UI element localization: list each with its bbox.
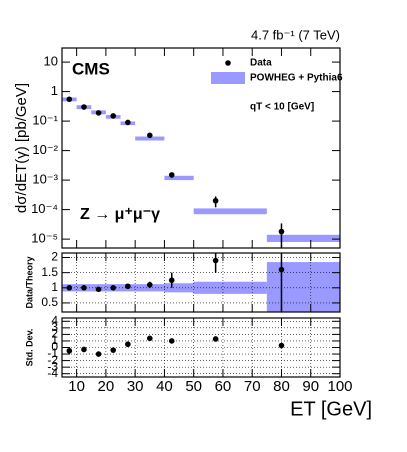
- y-tick-label: -3: [47, 359, 58, 373]
- frame: [61, 317, 341, 378]
- y-tick-label: 0.5: [41, 295, 58, 309]
- y-axis-label: dσ/dET(γ) [pb/GeV]: [13, 83, 30, 213]
- data-point: [278, 228, 285, 235]
- theory-band: [164, 175, 194, 181]
- legend-label: POWHEG + Pythia6: [250, 73, 343, 84]
- y-tick-label: 10⁻³: [32, 172, 58, 187]
- plot-area: [62, 96, 340, 248]
- frame: [61, 47, 341, 249]
- y-tick-label: 10⁻¹: [32, 113, 58, 128]
- data-point: [212, 257, 219, 264]
- data-point: [81, 104, 87, 110]
- y-tick-label: 2: [51, 250, 58, 264]
- y-tick-label: -1: [47, 346, 58, 360]
- annotation: CMS: [72, 59, 110, 78]
- y-tick-label: 3: [51, 320, 58, 334]
- theory-band: [193, 208, 267, 215]
- data-point: [95, 110, 102, 116]
- y-tick-label: 1: [51, 333, 58, 347]
- x-tick-label: 90: [302, 378, 319, 395]
- x-tick-label: 20: [98, 378, 115, 395]
- data-point: [146, 132, 153, 139]
- y-axis-label: Std. Dev.: [24, 329, 34, 367]
- y-tick-label: 1: [51, 280, 58, 294]
- data-point: [66, 96, 73, 103]
- data-point: [125, 283, 131, 290]
- frame: [61, 252, 341, 313]
- y-tick-label: 10⁻⁴: [31, 201, 58, 216]
- legend-marker: [225, 60, 231, 66]
- x-tick-label: 100: [327, 378, 352, 395]
- x-tick-label: 10: [68, 378, 85, 395]
- plot-area: [66, 335, 285, 357]
- data-point: [212, 336, 219, 342]
- y-tick-label: 0: [51, 340, 58, 354]
- data-point: [212, 197, 219, 204]
- x-tick-label: 30: [127, 378, 144, 395]
- data-point: [81, 346, 87, 353]
- annotation: Z → μ⁺μ⁻γ: [80, 206, 160, 223]
- data-point: [146, 281, 153, 288]
- data-point: [125, 119, 131, 126]
- data-point: [95, 286, 102, 293]
- data-point: [146, 335, 153, 342]
- data-point: [168, 277, 175, 284]
- data-point: [66, 347, 73, 354]
- x-tick-label: 70: [244, 378, 261, 395]
- y-tick-label: 10: [44, 54, 58, 69]
- x-tick-label: 60: [215, 378, 232, 395]
- data-point: [168, 172, 175, 178]
- legend-label: Data: [250, 58, 272, 69]
- data-point: [110, 347, 117, 353]
- legend-swatch: [211, 72, 245, 84]
- y-tick-label: 10⁻²: [32, 142, 58, 157]
- data-point: [125, 341, 131, 348]
- x-tick-label: 40: [156, 378, 173, 395]
- y-tick-label: 2: [51, 327, 58, 341]
- y-tick-label: 4: [51, 313, 58, 327]
- x-tick-label: 80: [273, 378, 290, 395]
- lumi-label: 4.7 fb⁻¹ (7 TeV): [251, 27, 340, 42]
- theory-band: [135, 136, 165, 141]
- theory-band: [266, 234, 340, 242]
- data-point: [278, 266, 285, 273]
- y-tick-label: 1: [51, 83, 58, 98]
- y-tick-label: -4: [47, 366, 58, 380]
- y-tick-label: 10⁻⁵: [31, 231, 58, 246]
- y-axis-label: Data/Theory: [24, 256, 34, 308]
- x-axis-label: ET [GeV]: [290, 398, 372, 420]
- annotation: qT < 10 [GeV]: [250, 102, 314, 113]
- y-tick-label: -2: [47, 353, 58, 367]
- data-point: [110, 113, 117, 119]
- y-tick-label: 1.5: [41, 265, 58, 279]
- x-tick-label: 50: [185, 378, 202, 395]
- data-point: [168, 338, 175, 344]
